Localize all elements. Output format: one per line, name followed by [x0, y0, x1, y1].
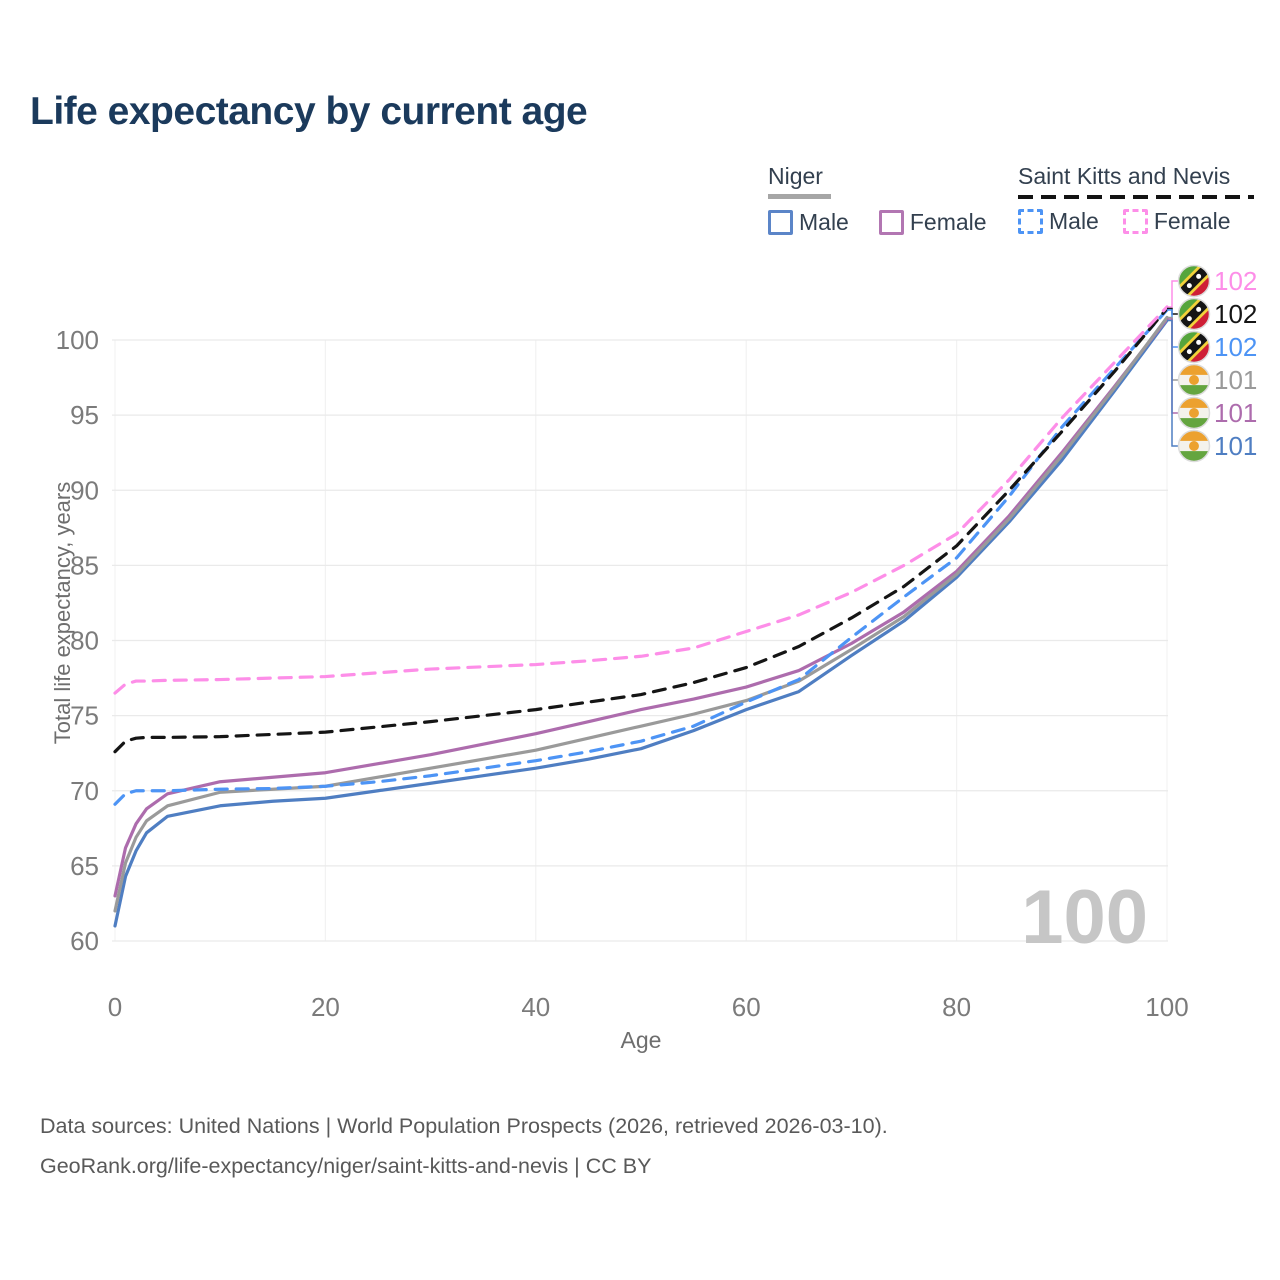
series-end-value-label: 101: [1214, 365, 1257, 395]
niger-flag-icon: [1178, 364, 1210, 396]
y-tick-label: 80: [70, 626, 99, 656]
series-end-value-label: 102: [1214, 299, 1257, 329]
flag-ring: [1177, 297, 1211, 331]
footer-attribution: Data sources: United Nations | World Pop…: [40, 1106, 888, 1186]
flag-ring: [1177, 264, 1211, 298]
legend-skn-female-label: Female: [1153, 208, 1231, 234]
flag-ring: [1177, 429, 1211, 463]
age-counter-watermark: 100: [1021, 875, 1148, 960]
legend-niger-group: Niger Male Female: [768, 163, 987, 236]
skn-total-line-swatch: [1018, 195, 1254, 199]
saint-kitts-and-nevis-flag-icon: [1178, 298, 1210, 330]
series-end-value-label: 102: [1214, 332, 1257, 362]
niger-total-line-swatch: [768, 194, 831, 199]
series-end-value-label: 101: [1214, 398, 1257, 428]
niger-flag-icon: [1178, 430, 1210, 462]
georank-url-line: GeoRank.org/life-expectancy/niger/saint-…: [40, 1154, 652, 1178]
data-sources-line: Data sources: United Nations | World Pop…: [40, 1114, 888, 1138]
end-label-connector: [1167, 280, 1178, 308]
x-tick-label: 40: [521, 992, 550, 1022]
y-tick-label: 95: [70, 400, 99, 430]
y-tick-label: 85: [70, 550, 99, 580]
y-tick-label: 100: [56, 325, 99, 355]
legend-item-skn-female: Female: [1122, 208, 1231, 235]
y-tick-label: 70: [70, 776, 99, 806]
x-tick-label: 100: [1145, 992, 1188, 1022]
skn-female-swatch-icon: [1122, 209, 1148, 234]
legend-item-niger-female: Female: [878, 209, 987, 236]
niger-flag-icon: [1178, 397, 1210, 429]
x-tick-label: 60: [732, 992, 761, 1022]
x-axis-title: Age: [620, 1027, 662, 1053]
legend-skn-male-label: Male: [1049, 208, 1099, 234]
series-line-saint-kitts-and-nevis-both-sexes: [113, 306, 1169, 754]
legend-niger-male-label: Male: [799, 209, 849, 235]
saint-kitts-and-nevis-flag-icon: [1178, 265, 1210, 297]
series-end-value-label: 101: [1214, 431, 1257, 461]
series-line-niger-male: [113, 318, 1169, 928]
legend-skn-title: Saint Kitts and Nevis: [1018, 163, 1231, 189]
flag-ring: [1177, 330, 1211, 364]
legend-niger-title: Niger: [768, 163, 823, 189]
x-tick-label: 0: [108, 992, 122, 1022]
series-line-saint-kitts-and-nevis-female: [113, 305, 1169, 695]
y-tick-label: 65: [70, 851, 99, 881]
niger-male-swatch-icon: [768, 210, 793, 235]
saint-kitts-and-nevis-flag-icon: [1178, 331, 1210, 363]
y-tick-label: 60: [70, 926, 99, 956]
series-line-niger-both-sexes: [113, 315, 1169, 913]
series-line-niger-female: [113, 317, 1169, 898]
niger-female-swatch-icon: [878, 210, 904, 235]
series-end-value-label: 102: [1214, 266, 1257, 296]
series-line-saint-kitts-and-nevis-male: [113, 308, 1169, 806]
legend-item-niger-male: Male: [768, 209, 849, 236]
flag-ring: [1177, 363, 1211, 397]
x-tick-label: 20: [311, 992, 340, 1022]
end-label-connector: [1167, 319, 1178, 447]
x-tick-label: 80: [942, 992, 971, 1022]
y-tick-label: 90: [70, 475, 99, 505]
flag-ring: [1177, 396, 1211, 430]
page-title: Life expectancy by current age: [30, 90, 588, 133]
legend-niger-female-label: Female: [909, 209, 987, 235]
legend-item-skn-male: Male: [1018, 208, 1099, 235]
y-axis-title: Total life expectancy, years: [50, 481, 75, 745]
skn-male-swatch-icon: [1018, 209, 1043, 234]
legend-skn-group: Saint Kitts and Nevis Male Female: [1018, 163, 1254, 235]
y-tick-label: 75: [70, 701, 99, 731]
